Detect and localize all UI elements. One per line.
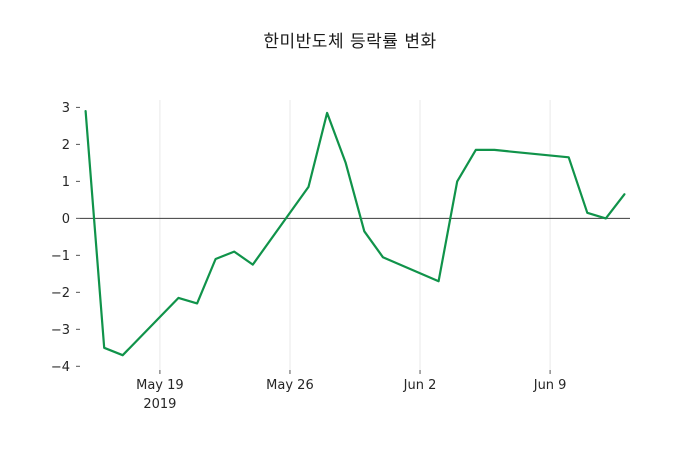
y-tick-label: −2	[51, 286, 70, 301]
x-tick-year-label: 2019	[143, 397, 176, 412]
gridlines	[159, 100, 551, 370]
x-tick-label: May 19	[136, 378, 184, 393]
y-tick-label: −1	[51, 249, 70, 264]
y-tick-label: 1	[62, 175, 70, 190]
x-tick-label: May 26	[266, 378, 314, 393]
y-tick-label: 2	[62, 138, 70, 153]
y-tick-label: 3	[62, 101, 70, 116]
chart-title: 한미반도체 등락률 변화	[263, 32, 437, 52]
y-tick-label: −3	[51, 323, 70, 338]
x-tick-label: Jun 2	[403, 378, 437, 393]
series-line-daily-change-rate-pct	[84, 109, 626, 357]
y-tick-label: 0	[62, 212, 70, 227]
x-tick-label: Jun 9	[533, 378, 567, 393]
y-tick-label: −4	[51, 360, 70, 375]
x-axis: May 19 2019 May 26 Jun 2 Jun 9	[136, 370, 566, 412]
y-axis: 3 2 1 0 −1 −2 −3 −4	[51, 101, 80, 375]
